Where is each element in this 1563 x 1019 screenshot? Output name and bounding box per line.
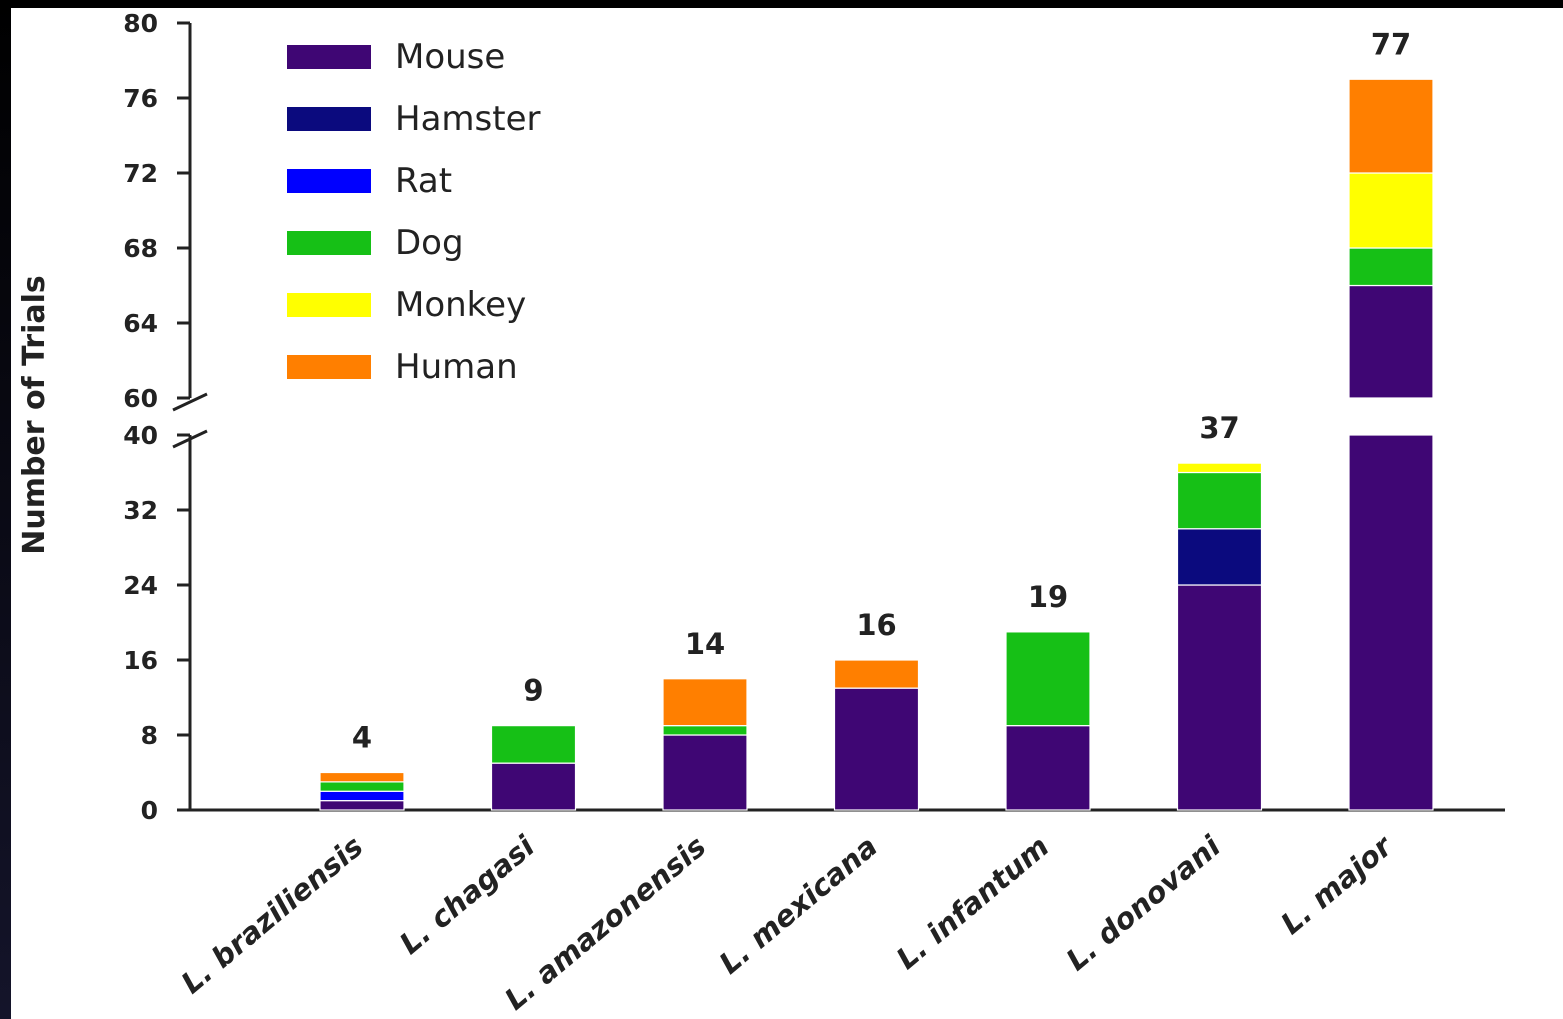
- bar-segment-mouse: [1348, 434, 1434, 811]
- bar-segment-dog: [1176, 471, 1263, 530]
- legend-swatch-mouse: [287, 45, 371, 69]
- total-label: 77: [1371, 27, 1411, 61]
- x-category-label: L. donovani: [1060, 828, 1228, 977]
- bar-segment-human: [1348, 78, 1434, 174]
- screen-bezel: [0, 0, 11, 1019]
- bar-segment-dog: [490, 725, 577, 764]
- legend-label-human: Human: [395, 347, 518, 387]
- y-tick-label: 68: [123, 234, 158, 263]
- legend-label-hamster: Hamster: [395, 99, 540, 139]
- total-label: 14: [685, 627, 725, 661]
- axes: 0 8 16 24 32 40 60 64 68 72 76 80: [123, 9, 1505, 825]
- bar-segment-dog: [1348, 247, 1434, 287]
- total-label: 19: [1028, 580, 1068, 614]
- bar-segment-mouse: [490, 762, 577, 811]
- total-label: 16: [856, 608, 896, 642]
- y-tick-label: 72: [123, 159, 158, 188]
- legend-swatch-rat: [287, 169, 371, 193]
- y-axis-title: Number of Trials: [17, 275, 52, 555]
- legend-label-rat: Rat: [395, 161, 452, 201]
- plot-background: [11, 8, 1563, 1019]
- legend-swatch-monkey: [287, 293, 371, 317]
- y-tick-label: 16: [123, 646, 158, 675]
- bar-segment-human: [662, 678, 748, 727]
- legend-swatch-dog: [287, 231, 371, 255]
- y-tick-label: 60: [123, 384, 158, 413]
- x-category-label: L. chagasi: [393, 828, 542, 960]
- bar-segment-dog: [662, 725, 748, 736]
- bar-segment-monkey: [1348, 172, 1434, 249]
- bar-segment-monkey: [1176, 462, 1263, 474]
- bar-segment-dog: [319, 781, 405, 792]
- x-category-label: L. mexicana: [713, 829, 884, 980]
- bar-segment-hamster: [1176, 528, 1263, 586]
- bar-segment-mouse: [662, 734, 748, 811]
- legend-swatch-human: [287, 355, 371, 379]
- y-tick-label: 8: [141, 721, 158, 750]
- legend: Mouse Hamster Rat Dog Monkey Human: [287, 37, 540, 387]
- bar-segment-dog: [1005, 631, 1091, 727]
- x-category-label: L. infantum: [890, 829, 1056, 976]
- bars: [319, 78, 1434, 811]
- total-label: 4: [352, 721, 372, 755]
- bar-segment-mouse: [1005, 725, 1091, 811]
- y-tick-label: 32: [123, 496, 158, 525]
- x-category-label: L. braziliensis: [175, 829, 370, 1000]
- axis-break-mark-lower: [172, 429, 208, 449]
- y-tick-label: 80: [123, 9, 158, 38]
- legend-label-dog: Dog: [395, 223, 464, 263]
- y-tick-label: 0: [141, 796, 158, 825]
- bar-segment-mouse: [1176, 584, 1263, 811]
- legend-label-monkey: Monkey: [395, 285, 526, 325]
- bar-segment-mouse: [833, 687, 920, 811]
- legend-swatch-hamster: [287, 107, 371, 131]
- y-tick-label: 40: [123, 421, 158, 450]
- total-labels: 4 9 14 16 19 37 77: [352, 27, 1411, 754]
- axis-break-mark-upper: [172, 392, 208, 412]
- y-tick-label: 76: [123, 84, 158, 113]
- y-tick-label: 24: [123, 571, 158, 600]
- bar-segment-mouse: [1348, 284, 1434, 399]
- y-tick-label: 64: [123, 309, 158, 338]
- legend-label-mouse: Mouse: [395, 37, 505, 77]
- bar-segment-rat: [319, 790, 405, 802]
- bar-segment-human: [319, 771, 405, 783]
- total-label: 37: [1199, 411, 1239, 445]
- bar-segment-mouse: [319, 800, 405, 811]
- x-category-label: L. major: [1274, 828, 1399, 941]
- bar-segment-human: [833, 659, 920, 689]
- total-label: 9: [523, 674, 543, 708]
